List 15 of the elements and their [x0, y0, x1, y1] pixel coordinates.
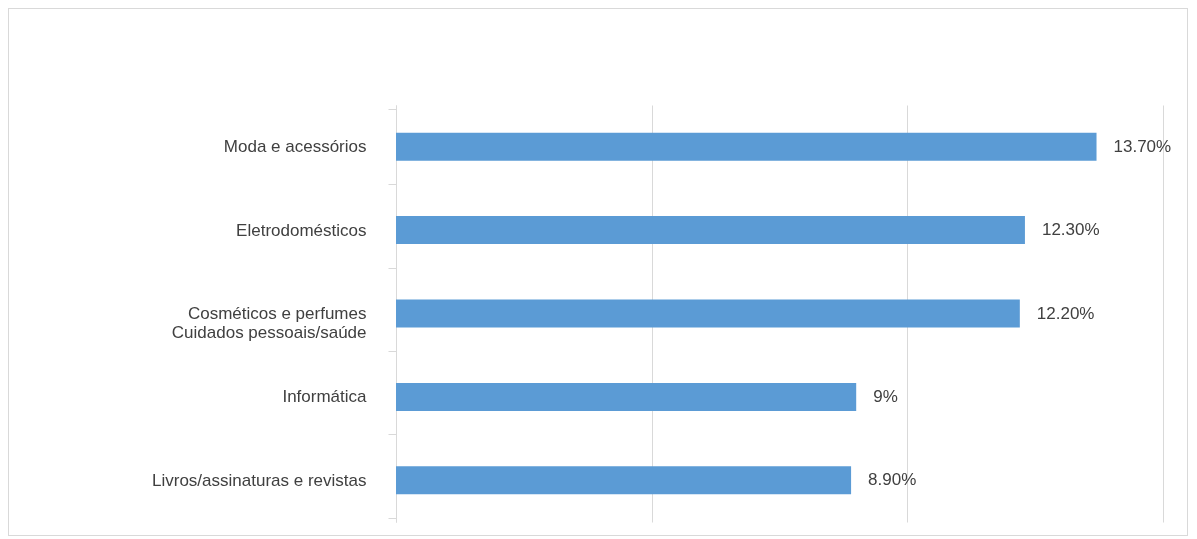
y-tick-label: Informática — [282, 387, 368, 407]
data-label: 13.70% — [1113, 136, 1172, 156]
data-label: 12.20% — [1036, 303, 1095, 323]
bar — [396, 382, 857, 411]
bar — [396, 466, 852, 495]
y-tick-label: Livros/assinaturas e revistas — [152, 470, 367, 490]
bar — [396, 216, 1025, 245]
data-label: 8.90% — [868, 470, 917, 490]
bar — [396, 132, 1097, 161]
y-tick-label: Moda e acessórios — [223, 137, 367, 157]
y-tick-label: Eletrodomésticos — [236, 220, 367, 240]
data-label: 9% — [873, 386, 898, 406]
bar — [396, 299, 1020, 328]
data-label: 12.30% — [1041, 220, 1100, 240]
y-tick-label: Cosméticos e perfumes Cuidados pessoais/saúde — [171, 304, 367, 342]
